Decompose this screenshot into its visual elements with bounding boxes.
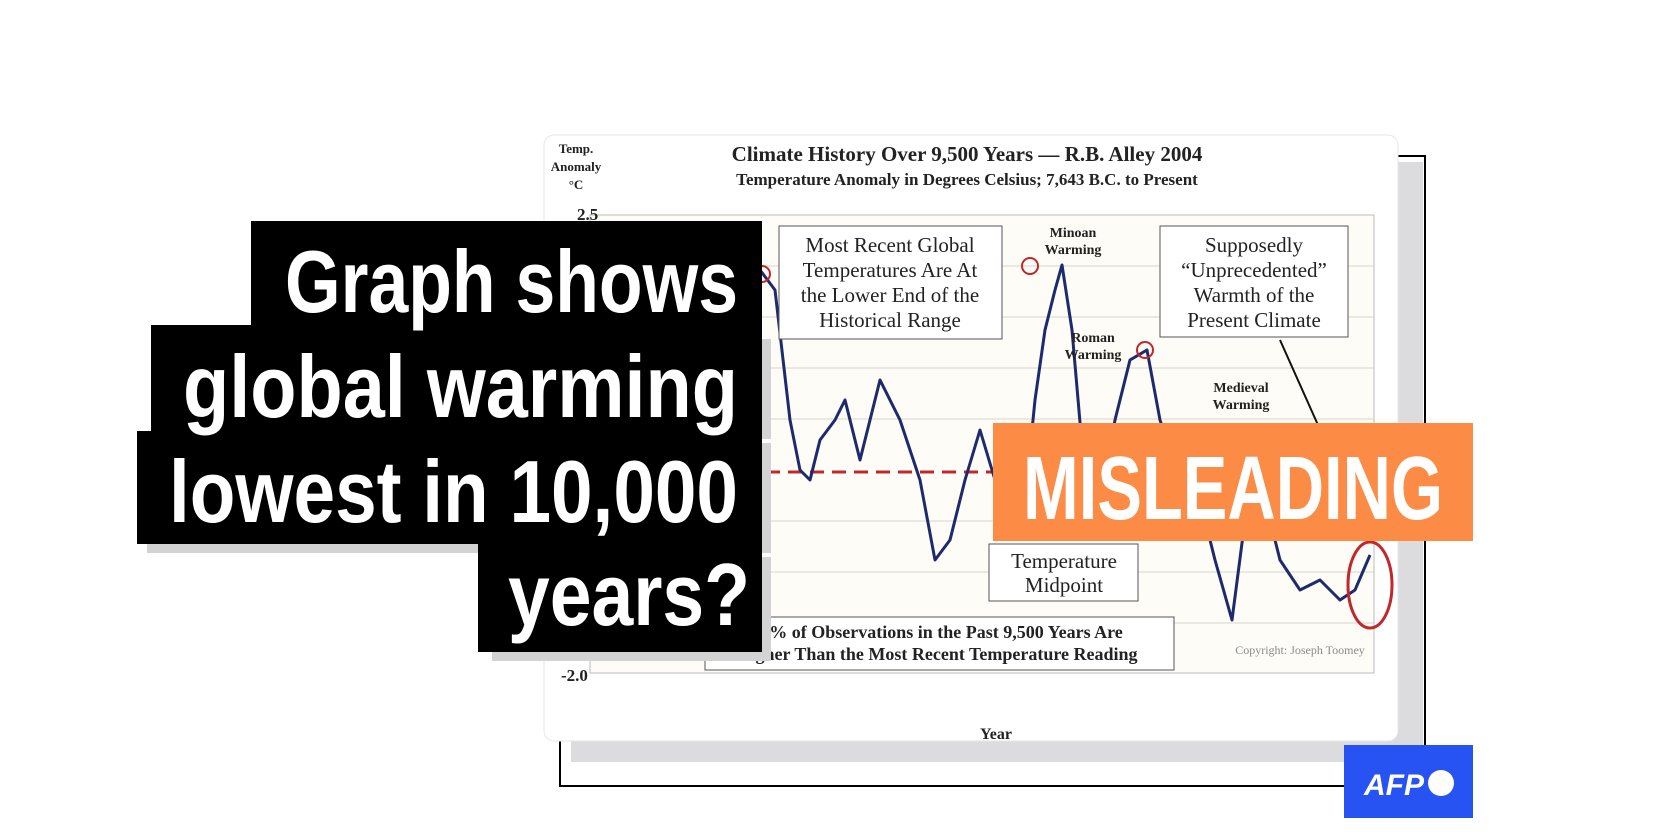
annotation-text: Warmth of the [1194,283,1315,307]
annotation-text: Minoan [1050,226,1097,241]
pointer-line [1279,339,1319,426]
annotation-text: Warming [1213,398,1270,413]
verdict-box [993,423,1473,541]
annotation-text: Historical Range [819,308,961,332]
annotation-text: Roman [1071,331,1115,346]
headline-line: lowest in 10,000 [169,442,738,541]
headline-box [137,431,762,544]
y-tick-label: 2.5 [577,205,598,224]
peak-marker [1021,257,1039,275]
annotation-box [988,543,1139,602]
annotation-box [778,225,1003,340]
annotation-text: Temperatures Are At [803,258,978,282]
annotation-text: 90% of Observations in the Past 9,500 Ye… [751,622,1122,642]
annotation-text: Supposedly [1205,233,1304,257]
annotation-text: Warming [1045,243,1102,258]
y-axis-label-line: Anomaly [551,159,602,174]
y-axis-label-line: Temp. [559,141,594,156]
headline-line: global warming [183,337,738,436]
y-tick-label: -2.0 [561,666,588,685]
annotation-text: Temperature [1011,549,1117,573]
x-axis-label: Year [980,726,1012,743]
headline-box [478,544,762,652]
logo-dot [1428,770,1454,796]
verdict: MISLEADING [1023,439,1443,539]
annotation-text: Higher Than the Most Recent Temperature … [737,644,1138,664]
headline-line: Graph shows [285,232,738,331]
headline: Graph shows global warming lowest in 10,… [137,221,771,661]
y-axis-label: Temp. Anomaly °C [551,141,602,192]
current-marker [1346,540,1394,630]
annotation-text: the Lower End of the [801,283,979,307]
annotation-text: Midpoint [1025,573,1103,597]
y-axis-label-line: °C [569,177,584,192]
annotation-box [704,616,1175,671]
logo: AFP [1363,769,1425,802]
headline-line: years? [508,545,750,644]
peak-marker [1136,341,1154,359]
annotation-text: Present Climate [1187,308,1321,332]
graph-title: Climate History Over 9,500 Years — R.B. … [732,142,1203,166]
headline-box [151,325,762,431]
annotation-text: Medieval [1213,381,1268,396]
annotation-text: Most Recent Global [805,233,974,257]
annotation-text: “Unprecedented” [1181,258,1327,282]
headline-box [251,221,762,325]
annotation-text: Warming [1065,348,1122,363]
annotation-box [1159,225,1349,338]
credit: Copyright: Joseph Toomey [1235,643,1365,657]
graph-subtitle: Temperature Anomaly in Degrees Celsius; … [736,170,1198,189]
